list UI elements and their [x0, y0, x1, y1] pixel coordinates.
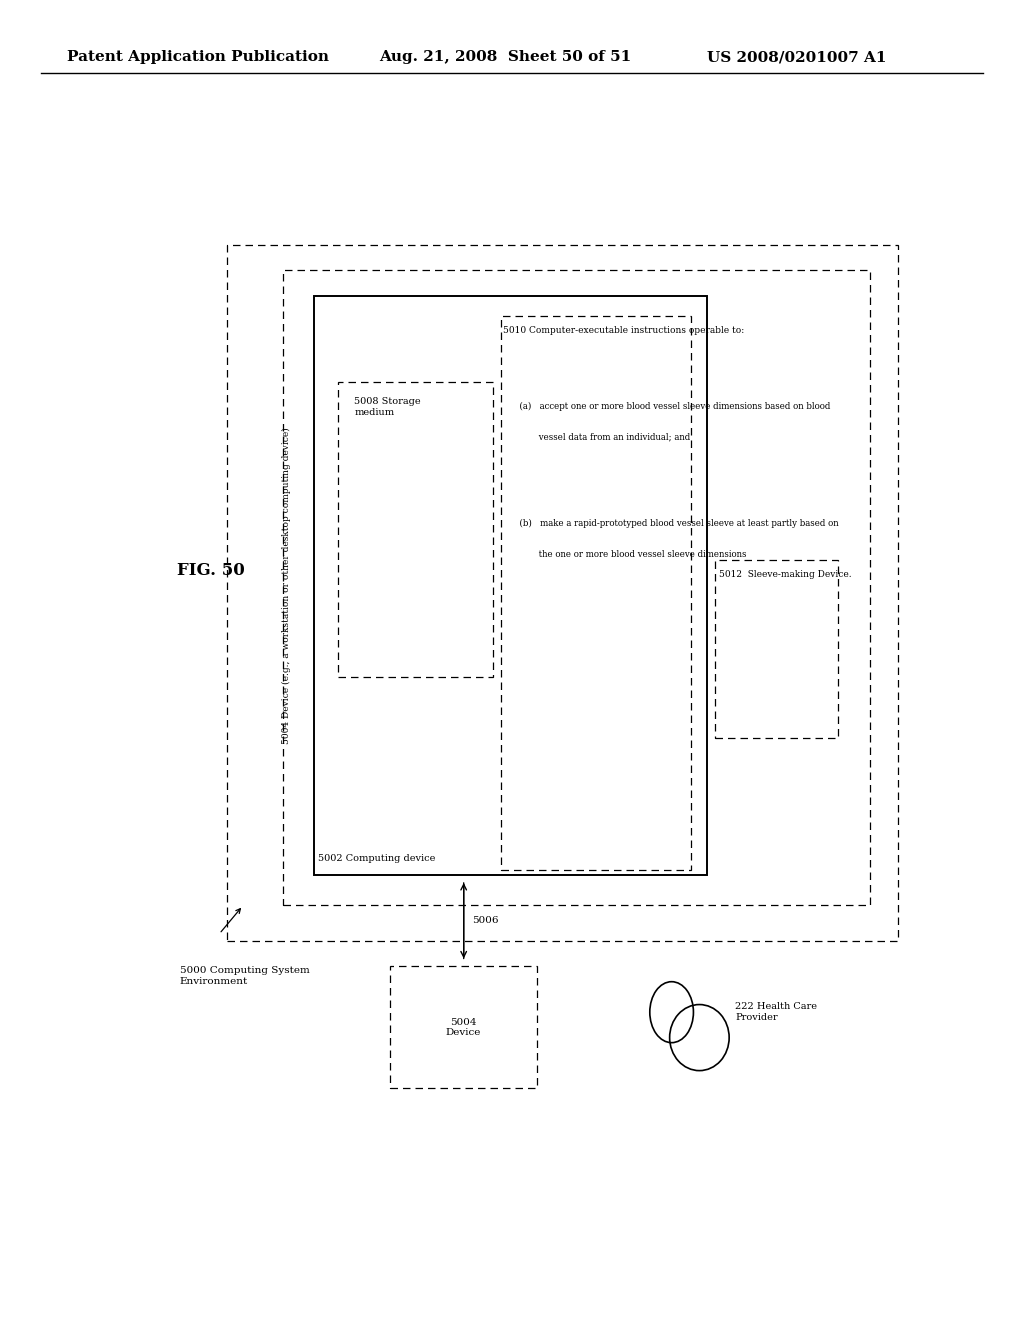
Text: Aug. 21, 2008  Sheet 50 of 51: Aug. 21, 2008 Sheet 50 of 51 [379, 50, 631, 65]
Text: Patent Application Publication: Patent Application Publication [67, 50, 329, 65]
Text: 5004
Device: 5004 Device [445, 1018, 481, 1038]
Text: US 2008/0201007 A1: US 2008/0201007 A1 [707, 50, 886, 65]
Bar [501, 315, 691, 870]
Text: (a)   accept one or more blood vessel sleeve dimensions based on blood: (a) accept one or more blood vessel slee… [504, 403, 830, 412]
Bar [390, 966, 537, 1089]
Bar [715, 560, 839, 738]
Text: 5006: 5006 [472, 916, 498, 925]
Bar [227, 244, 898, 941]
Bar [338, 381, 494, 677]
Text: 5002 Computing device: 5002 Computing device [318, 854, 436, 863]
Bar [283, 271, 870, 906]
Text: the one or more blood vessel sleeve dimensions: the one or more blood vessel sleeve dime… [504, 549, 746, 558]
Text: (b)   make a rapid-prototyped blood vessel sleeve at least partly based on: (b) make a rapid-prototyped blood vessel… [504, 519, 839, 528]
Text: 5010 Computer-executable instructions operable to:: 5010 Computer-executable instructions op… [504, 326, 744, 335]
Text: 5008 Storage
medium: 5008 Storage medium [354, 397, 421, 417]
Text: FIG. 50: FIG. 50 [177, 561, 245, 578]
Bar [314, 296, 708, 875]
Text: 5000 Computing System
Environment: 5000 Computing System Environment [179, 966, 309, 986]
Text: 5012  Sleeve-making Device.: 5012 Sleeve-making Device. [719, 570, 852, 579]
Text: 222 Health Care
Provider: 222 Health Care Provider [735, 1002, 817, 1022]
Text: vessel data from an individual; and: vessel data from an individual; and [504, 433, 690, 442]
Text: 5004 Device (e.g., a workstation or other desktop computing device): 5004 Device (e.g., a workstation or othe… [283, 426, 291, 743]
